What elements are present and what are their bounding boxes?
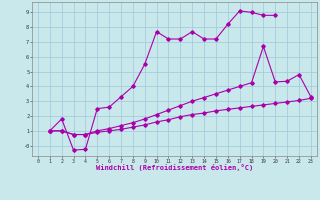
X-axis label: Windchill (Refroidissement éolien,°C): Windchill (Refroidissement éolien,°C) [96, 164, 253, 171]
